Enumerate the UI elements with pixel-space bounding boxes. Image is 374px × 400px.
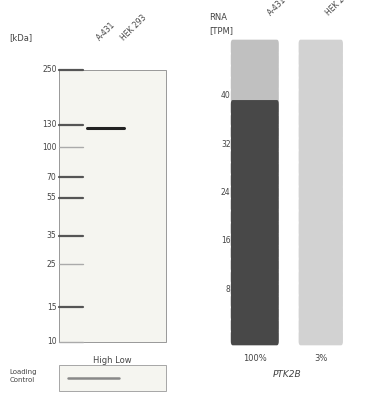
Text: HEK 293: HEK 293 [119,13,148,42]
FancyBboxPatch shape [231,257,279,273]
Text: Loading
Control: Loading Control [9,369,37,383]
FancyBboxPatch shape [231,76,279,92]
Text: 10: 10 [47,337,56,346]
FancyBboxPatch shape [231,148,279,164]
FancyBboxPatch shape [298,293,343,309]
FancyBboxPatch shape [298,184,343,200]
Text: A-431: A-431 [266,0,288,17]
FancyBboxPatch shape [231,318,279,333]
FancyBboxPatch shape [298,88,343,104]
Text: 55: 55 [47,193,56,202]
FancyBboxPatch shape [298,245,343,261]
FancyBboxPatch shape [298,305,343,321]
FancyBboxPatch shape [231,52,279,68]
Text: 25: 25 [47,260,56,269]
Text: [TPM]: [TPM] [209,26,233,35]
FancyBboxPatch shape [298,124,343,140]
Text: 100: 100 [42,142,56,152]
FancyBboxPatch shape [298,269,343,285]
FancyBboxPatch shape [298,76,343,92]
Text: 16: 16 [221,236,231,245]
Text: 35: 35 [47,231,56,240]
FancyBboxPatch shape [231,245,279,261]
FancyBboxPatch shape [298,330,343,345]
FancyBboxPatch shape [298,160,343,176]
Text: 40: 40 [221,91,231,100]
Text: 130: 130 [42,120,56,129]
Text: 250: 250 [42,65,56,74]
FancyBboxPatch shape [231,293,279,309]
FancyBboxPatch shape [298,281,343,297]
Text: 32: 32 [221,140,231,149]
FancyBboxPatch shape [298,148,343,164]
FancyBboxPatch shape [231,100,279,116]
FancyBboxPatch shape [231,40,279,56]
Text: RNA: RNA [209,14,227,22]
FancyBboxPatch shape [231,136,279,152]
FancyBboxPatch shape [298,233,343,249]
FancyBboxPatch shape [59,365,166,391]
FancyBboxPatch shape [231,172,279,188]
FancyBboxPatch shape [231,330,279,345]
FancyBboxPatch shape [298,209,343,224]
FancyBboxPatch shape [231,197,279,212]
Text: 24: 24 [221,188,231,197]
FancyBboxPatch shape [298,197,343,212]
FancyBboxPatch shape [231,281,279,297]
Text: 15: 15 [47,303,56,312]
FancyBboxPatch shape [231,124,279,140]
FancyBboxPatch shape [231,233,279,249]
Text: 70: 70 [47,173,56,182]
Text: A-431: A-431 [95,20,117,42]
FancyBboxPatch shape [298,221,343,237]
FancyBboxPatch shape [231,209,279,224]
FancyBboxPatch shape [298,112,343,128]
FancyBboxPatch shape [298,136,343,152]
FancyBboxPatch shape [231,184,279,200]
Text: 3%: 3% [314,354,328,362]
FancyBboxPatch shape [231,88,279,104]
FancyBboxPatch shape [298,318,343,333]
FancyBboxPatch shape [298,40,343,56]
FancyBboxPatch shape [298,52,343,68]
Text: 8: 8 [226,285,231,294]
FancyBboxPatch shape [231,160,279,176]
FancyBboxPatch shape [231,64,279,80]
FancyBboxPatch shape [231,112,279,128]
FancyBboxPatch shape [298,172,343,188]
FancyBboxPatch shape [298,100,343,116]
FancyBboxPatch shape [231,305,279,321]
FancyBboxPatch shape [298,257,343,273]
Text: 100%: 100% [243,354,267,362]
FancyBboxPatch shape [59,70,166,342]
Text: PTK2B: PTK2B [273,370,301,379]
Text: HEK 293: HEK 293 [324,0,354,17]
FancyBboxPatch shape [231,221,279,237]
Text: High Low: High Low [93,356,132,365]
FancyBboxPatch shape [298,64,343,80]
Text: [kDa]: [kDa] [9,33,32,42]
FancyBboxPatch shape [231,269,279,285]
